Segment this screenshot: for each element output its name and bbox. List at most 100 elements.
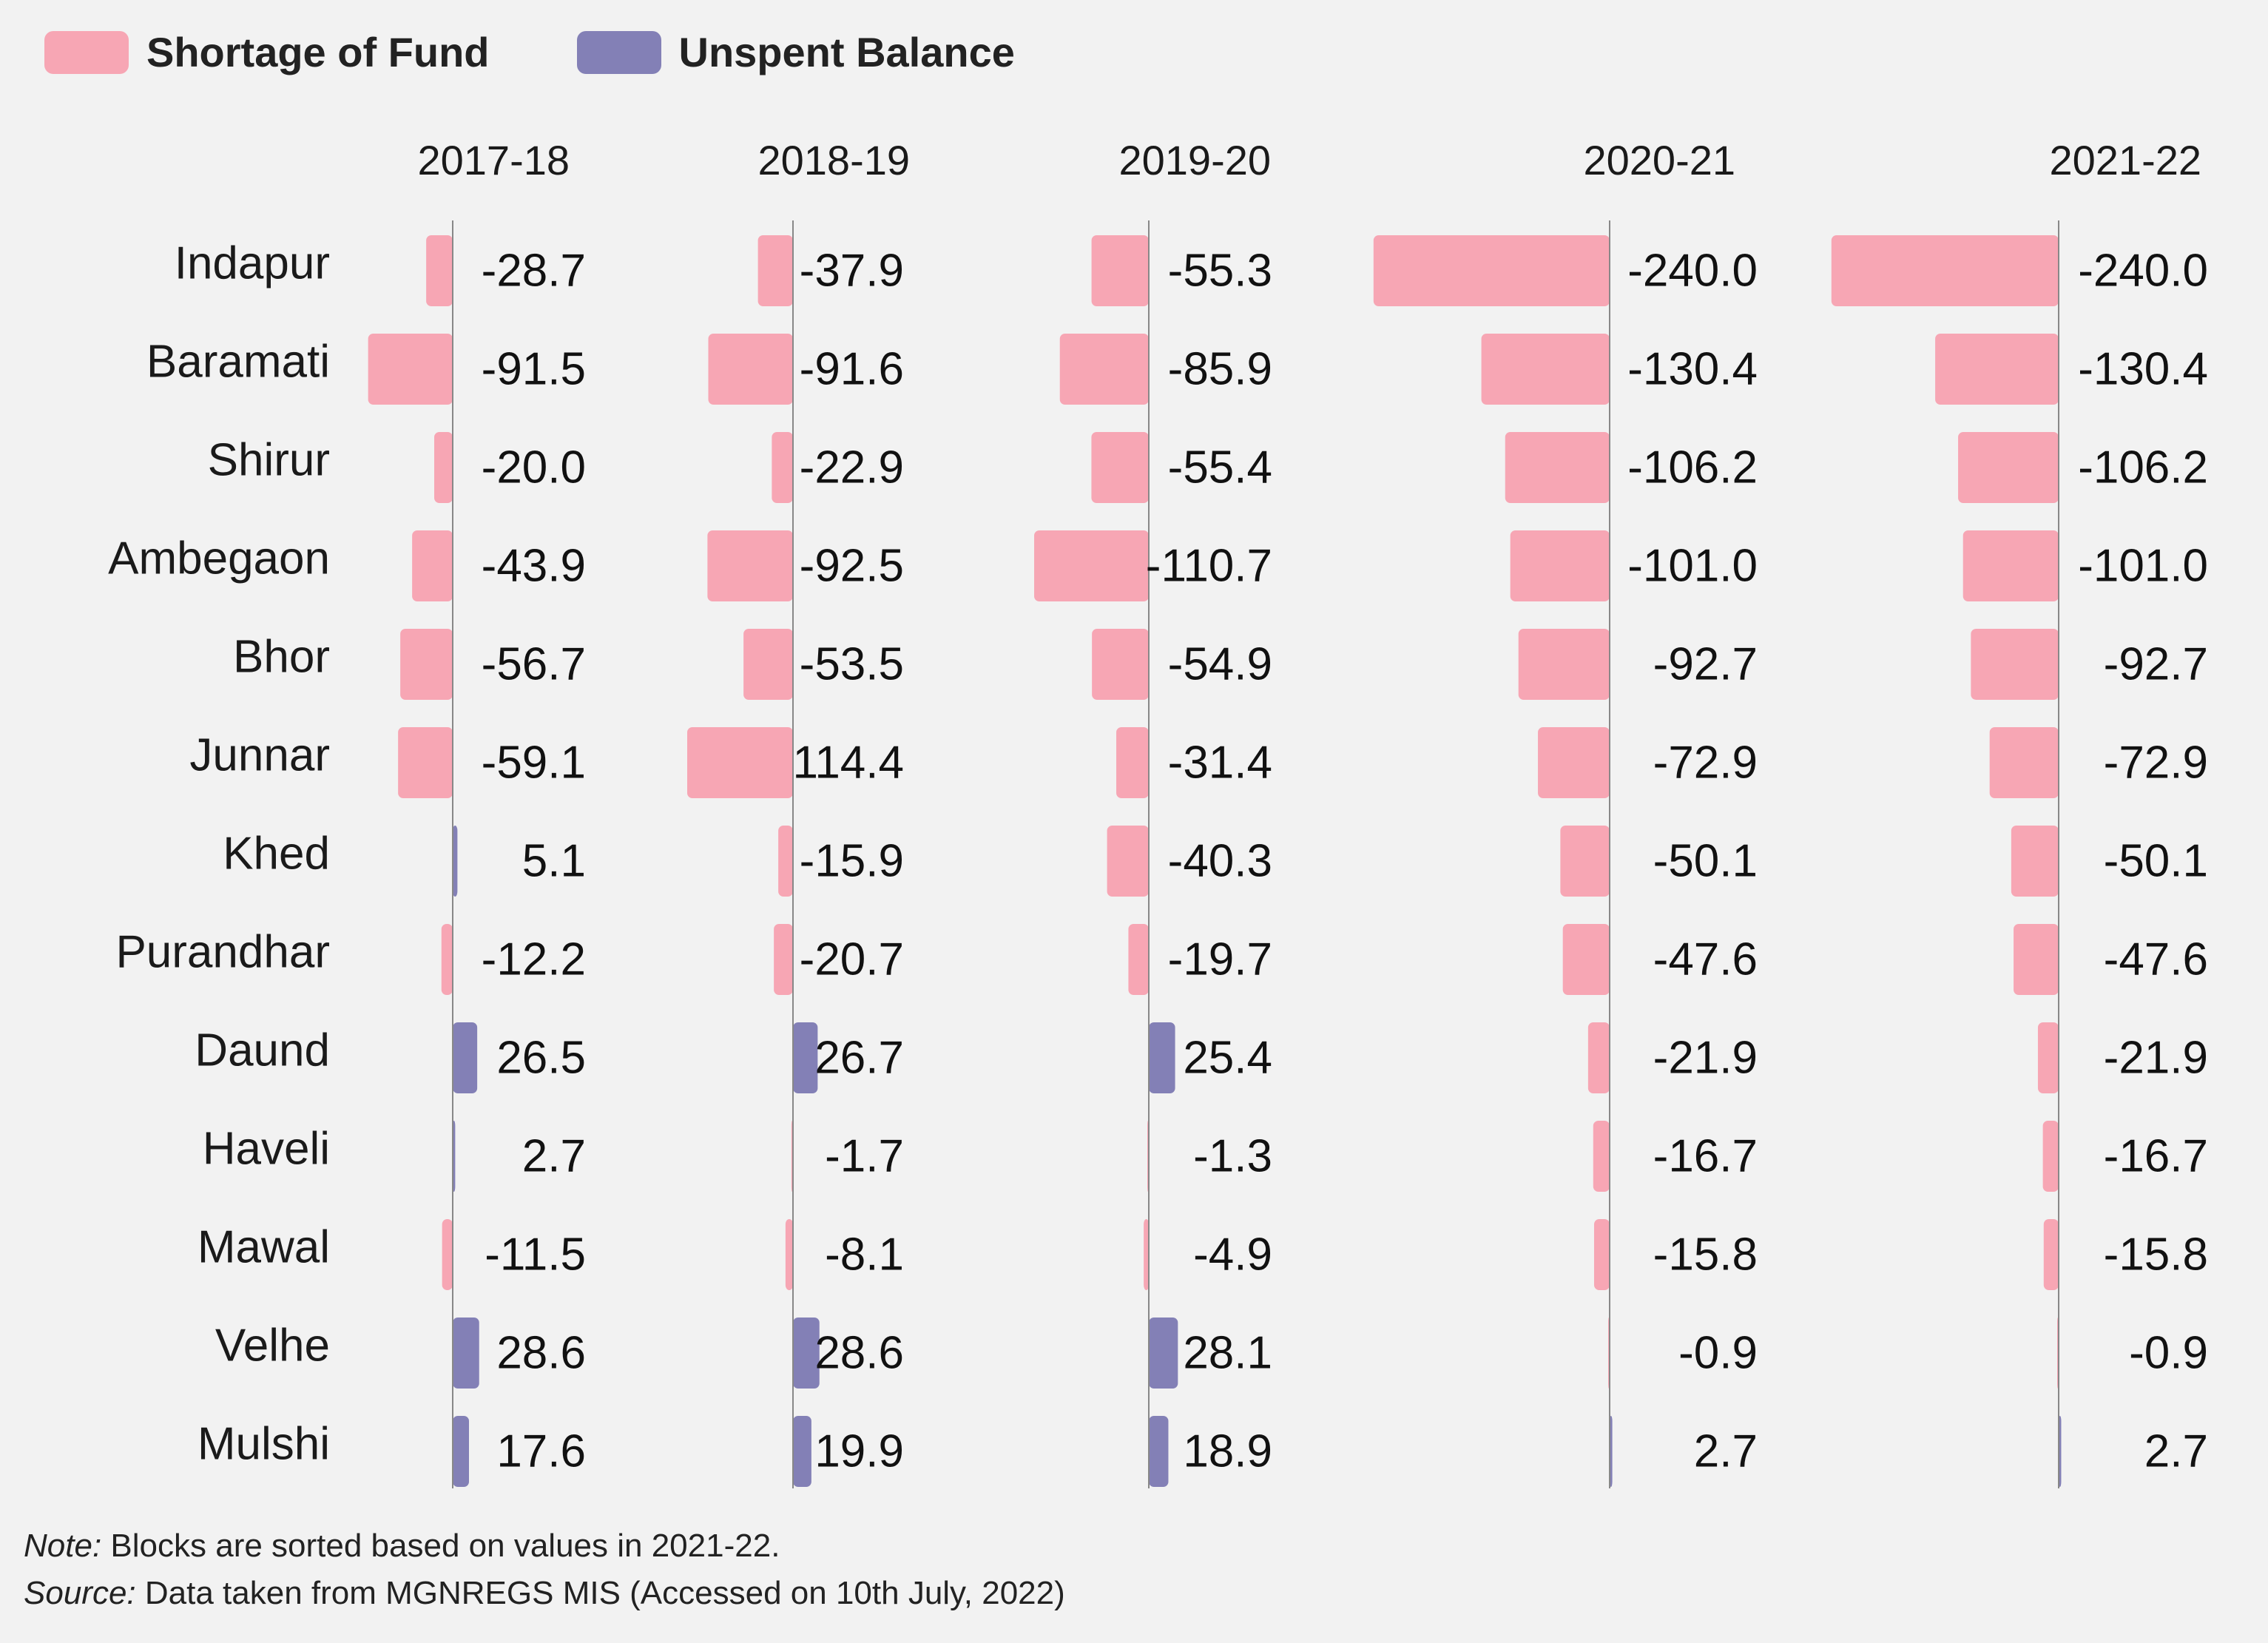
bar xyxy=(1149,1022,1175,1093)
bar xyxy=(453,826,458,897)
legend: Shortage of Fund Unspent Balance xyxy=(44,28,1102,76)
data-label: -20.7 xyxy=(800,934,904,985)
data-label: -101.0 xyxy=(1627,540,1758,591)
bar xyxy=(2042,1121,2059,1192)
bar xyxy=(426,235,453,306)
data-label: -47.6 xyxy=(1653,934,1758,985)
bar xyxy=(1510,530,1610,601)
panel-header: 2018-19 xyxy=(757,137,910,183)
bar xyxy=(687,727,793,798)
bar xyxy=(1091,235,1149,306)
data-label: 5.1 xyxy=(522,835,586,886)
data-label: -16.7 xyxy=(2104,1130,2208,1181)
data-label: -1.3 xyxy=(1193,1130,1272,1181)
bar xyxy=(1593,1219,1610,1290)
footnotes: Note: Blocks are sorted based on values … xyxy=(24,1522,1065,1617)
bar xyxy=(708,334,793,405)
data-label: -47.6 xyxy=(2104,934,2208,985)
bar xyxy=(743,629,793,700)
data-label: -50.1 xyxy=(2104,835,2208,886)
category-label: Baramati xyxy=(146,336,330,387)
data-label: -54.9 xyxy=(1168,638,1272,689)
data-label: -31.4 xyxy=(1168,737,1272,788)
bar xyxy=(785,1219,793,1290)
data-label: -92.5 xyxy=(800,540,904,591)
bar xyxy=(1149,1318,1178,1389)
bar xyxy=(793,1416,811,1487)
note-label: Note: xyxy=(24,1528,102,1564)
data-label: -1.7 xyxy=(825,1130,904,1181)
category-label: Junnar xyxy=(189,729,330,780)
data-label: -101.0 xyxy=(2078,540,2208,591)
data-label: -4.9 xyxy=(1193,1229,1272,1280)
data-label: 28.1 xyxy=(1183,1327,1272,1378)
bar xyxy=(1091,432,1149,503)
bar xyxy=(1962,530,2059,601)
data-label: 2.7 xyxy=(2144,1426,2208,1477)
panel-header: 2020-21 xyxy=(1583,137,1735,183)
bar xyxy=(2011,826,2059,897)
note-line: Note: Blocks are sorted based on values … xyxy=(24,1522,1065,1570)
category-label: Indapur xyxy=(175,237,330,289)
bar xyxy=(412,530,453,601)
data-label: -21.9 xyxy=(2104,1032,2208,1083)
bar xyxy=(1958,432,2059,503)
source-line: Source: Data taken from MGNREGS MIS (Acc… xyxy=(24,1570,1065,1617)
data-label: -55.4 xyxy=(1168,442,1272,493)
bar xyxy=(1034,530,1149,601)
bar xyxy=(1107,826,1149,897)
data-label: -16.7 xyxy=(1653,1130,1758,1181)
bar xyxy=(1373,235,1610,306)
data-label: -130.4 xyxy=(1627,343,1758,394)
category-label: Khed xyxy=(223,828,330,879)
legend-swatch-unspent xyxy=(576,30,661,74)
data-label: -43.9 xyxy=(482,540,586,591)
bar xyxy=(453,1318,479,1389)
bar xyxy=(2014,924,2059,995)
data-label: 26.5 xyxy=(496,1032,586,1083)
bar xyxy=(1989,727,2059,798)
data-label: -106.2 xyxy=(2078,442,2208,493)
note-text: Blocks are sorted based on values in 202… xyxy=(110,1528,780,1564)
data-label: 18.9 xyxy=(1183,1426,1272,1477)
data-label: -56.7 xyxy=(482,638,586,689)
data-label: -15.9 xyxy=(800,835,904,886)
category-label: Haveli xyxy=(203,1123,330,1174)
data-label: 26.7 xyxy=(814,1032,904,1083)
bar xyxy=(707,530,793,601)
data-label: -15.8 xyxy=(2104,1229,2208,1280)
data-label: 2.7 xyxy=(522,1130,586,1181)
bar xyxy=(453,1416,469,1487)
bar xyxy=(441,924,453,995)
data-label: -0.9 xyxy=(2129,1327,2208,1378)
data-label: -130.4 xyxy=(2078,343,2208,394)
bar xyxy=(1144,1219,1149,1290)
bar xyxy=(1935,334,2059,405)
data-label: 114.4 xyxy=(792,737,904,788)
data-label: 17.6 xyxy=(496,1426,586,1477)
data-label: 2.7 xyxy=(1694,1426,1758,1477)
category-label: Velhe xyxy=(215,1320,330,1371)
data-label: -37.9 xyxy=(800,245,904,296)
bar xyxy=(1562,924,1610,995)
legend-item-unspent: Unspent Balance xyxy=(576,28,1015,76)
bar xyxy=(2043,1219,2059,1290)
category-label: Bhor xyxy=(233,631,330,682)
bar xyxy=(398,727,453,798)
data-label: -92.7 xyxy=(1653,638,1758,689)
data-label: -50.1 xyxy=(1653,835,1758,886)
bar xyxy=(793,1022,818,1093)
bar xyxy=(1505,432,1610,503)
data-label: -72.9 xyxy=(2104,737,2208,788)
data-label: 25.4 xyxy=(1183,1032,1272,1083)
category-label: Mawal xyxy=(198,1221,330,1272)
data-label: -85.9 xyxy=(1168,343,1272,394)
data-label: -55.3 xyxy=(1168,245,1272,296)
source-text: Data taken from MGNREGS MIS (Accessed on… xyxy=(144,1575,1065,1611)
bar xyxy=(2037,1022,2059,1093)
bar xyxy=(774,924,793,995)
bar xyxy=(1587,1022,1610,1093)
bar xyxy=(1538,727,1610,798)
data-label: -240.0 xyxy=(2078,245,2208,296)
